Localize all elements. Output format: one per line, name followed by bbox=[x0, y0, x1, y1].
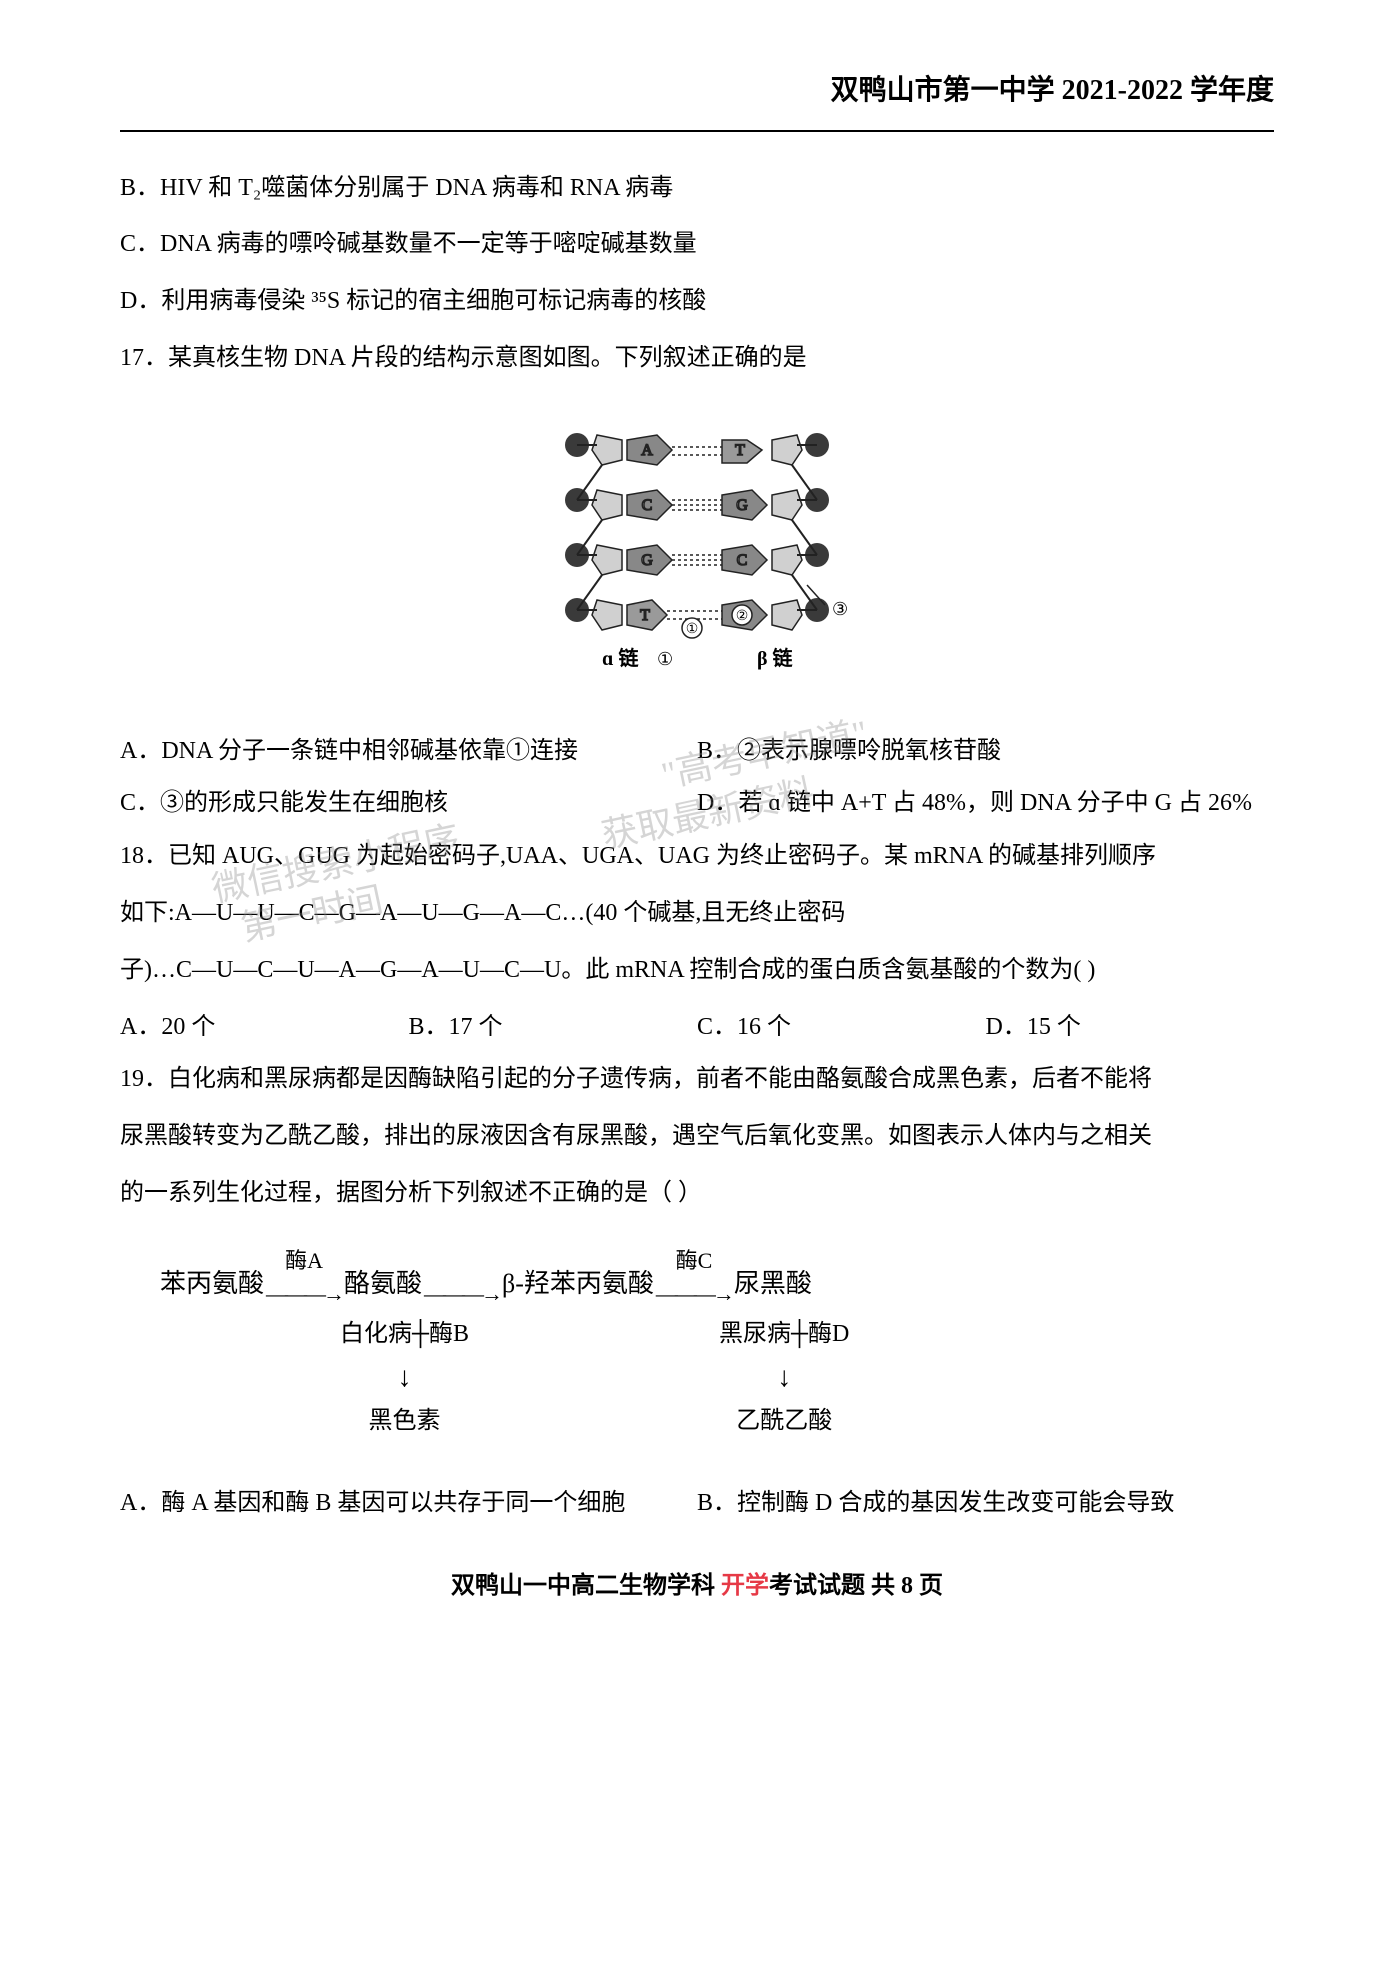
arrow-icon: ———→ bbox=[656, 1270, 732, 1318]
q18-options: A．20 个 B．17 个 C．16 个 D．15 个 bbox=[120, 1001, 1274, 1054]
enzB-label: 酶B bbox=[429, 1321, 469, 1347]
page-header: 双鸭山市第一中学 2021-2022 学年度 bbox=[120, 60, 1274, 122]
q17-dna-figure: A T C G G C T A bbox=[120, 405, 1274, 705]
base-C: C bbox=[642, 497, 653, 514]
q19-pathway-figure: 苯丙氨酸 酶A ———→ 酪氨酸 ———→ β-羟苯丙氨酸 酶C ———→ 尿黑… bbox=[160, 1250, 1274, 1448]
melanin-label: 黑色素 bbox=[369, 1395, 441, 1448]
q17-opt-d: D．若 ɑ 链中 A+T 占 48%，则 DNA 分子中 G 占 26% bbox=[697, 777, 1274, 830]
q17-opt-c: C．③的形成只能发生在细胞核 bbox=[120, 777, 697, 830]
q17-opt-b: B．②表示腺嘌呤脱氧核苷酸 bbox=[697, 725, 1274, 778]
base-T: T bbox=[735, 442, 745, 459]
prev-option-b: B．HIV 和 T₂噬菌体分别属于 DNA 病毒和 RNA 病毒 bbox=[120, 162, 1274, 215]
q17-opt-a: A．DNA 分子一条链中相邻碱基依靠①连接 bbox=[120, 725, 697, 778]
alpha-chain-label: ɑ 链 bbox=[602, 646, 639, 670]
base-C2: C bbox=[737, 552, 748, 569]
base-G: G bbox=[736, 497, 748, 514]
header-title: 双鸭山市第一中学 2021-2022 学年度 bbox=[831, 75, 1274, 106]
down-arrow-icon: ↓ bbox=[398, 1361, 412, 1395]
q18-stem1: 18．已知 AUG、GUG 为起始密码子,UAA、UGA、UAG 为终止密码子。… bbox=[120, 830, 1274, 883]
q18-opt-a: A．20 个 bbox=[120, 1001, 409, 1054]
mark1-bottom: ① bbox=[657, 649, 673, 669]
down-arrow-icon: ↓ bbox=[777, 1361, 791, 1395]
footer-right: 考试试题 共 8 页 bbox=[769, 1573, 943, 1599]
arrow-icon: ———→ bbox=[424, 1270, 500, 1318]
arrow-plain1: ———→ bbox=[424, 1250, 500, 1318]
branch-left: 白化病┼酶B ↓ 黑色素 bbox=[340, 1308, 469, 1447]
q19-opt-b: B．控制酶 D 合成的基因发生改变可能会导致 bbox=[697, 1477, 1274, 1530]
q19-options: A．酶 A 基因和酶 B 基因可以共存于同一个细胞 B．控制酶 D 合成的基因发… bbox=[120, 1477, 1274, 1530]
base-A: A bbox=[641, 442, 653, 459]
q19-opt-a: A．酶 A 基因和酶 B 基因可以共存于同一个细胞 bbox=[120, 1477, 697, 1530]
node-beta: β-羟苯丙氨酸 bbox=[502, 1255, 654, 1312]
alkapton-enzD: 黑尿病┼酶D bbox=[719, 1308, 849, 1361]
q17-stem: 17．某真核生物 DNA 片段的结构示意图如图。下列叙述正确的是 bbox=[120, 332, 1274, 385]
pathway-branches: 白化病┼酶B ↓ 黑色素 黑尿病┼酶D ↓ 乙酰乙酸 bbox=[160, 1308, 1274, 1447]
watermark-region: "高考早知道" 获取最新资料 微信搜索小程序 第一时间 A．DNA 分子一条链中… bbox=[120, 725, 1274, 997]
beta-chain-label: β 链 bbox=[757, 646, 794, 670]
mark-1: ① bbox=[686, 622, 699, 637]
acetoacetate-label: 乙酰乙酸 bbox=[736, 1395, 832, 1448]
enzC-label: 酶C bbox=[676, 1250, 713, 1272]
arrow-icon: ———→ bbox=[266, 1270, 342, 1318]
footer-red: 开学 bbox=[721, 1573, 769, 1599]
header-divider bbox=[120, 130, 1274, 132]
dna-diagram-svg: A T C G G C T A bbox=[547, 405, 847, 685]
prev-option-d: D．利用病毒侵染 ³⁵S 标记的宿主细胞可标记病毒的核酸 bbox=[120, 275, 1274, 328]
enzA-label: 酶A bbox=[285, 1250, 323, 1272]
q19-stem3: 的一系列生化过程，据图分析下列叙述不正确的是（ ） bbox=[120, 1167, 1274, 1220]
page-footer: 双鸭山一中高二生物学科 开学考试试题 共 8 页 bbox=[120, 1560, 1274, 1613]
q19-stem2: 尿黑酸转变为乙酰乙酸，排出的尿液因含有尿黑酸，遇空气后氧化变黑。如图表示人体内与… bbox=[120, 1110, 1274, 1163]
arrow-enzC: 酶C ———→ bbox=[656, 1250, 732, 1318]
q17-options: A．DNA 分子一条链中相邻碱基依靠①连接 B．②表示腺嘌呤脱氧核苷酸 C．③的… bbox=[120, 725, 1274, 831]
arrow-enzA: 酶A ———→ bbox=[266, 1250, 342, 1318]
node-phe: 苯丙氨酸 bbox=[160, 1255, 264, 1312]
node-homogentisate: 尿黑酸 bbox=[734, 1255, 812, 1312]
mark-3: ③ bbox=[832, 599, 847, 619]
q18-opt-c: C．16 个 bbox=[697, 1001, 986, 1054]
mark-2: ② bbox=[736, 609, 749, 624]
albinism-label: 白化病 bbox=[340, 1321, 412, 1347]
base-G2: G bbox=[641, 552, 653, 569]
branch-right: 黑尿病┼酶D ↓ 乙酰乙酸 bbox=[719, 1308, 849, 1447]
q18-stem3: 子)…C—U—C—U—A—G—A—U—C—U。此 mRNA 控制合成的蛋白质含氨… bbox=[120, 944, 1274, 997]
q18-stem2: 如下:A—U—U—C—G—A—U—G—A—C…(40 个碱基,且无终止密码 bbox=[120, 887, 1274, 940]
q19-stem1: 19．白化病和黑尿病都是因酶缺陷引起的分子遗传病，前者不能由酪氨酸合成黑色素，后… bbox=[120, 1053, 1274, 1106]
q18-opt-d: D．15 个 bbox=[986, 1001, 1275, 1054]
base-T2: T bbox=[640, 607, 650, 624]
q18-opt-b: B．17 个 bbox=[409, 1001, 698, 1054]
node-tyr: 酪氨酸 bbox=[344, 1255, 422, 1312]
footer-left: 双鸭山一中高二生物学科 bbox=[451, 1573, 721, 1599]
alkapton-label: 黑尿病 bbox=[719, 1321, 791, 1347]
prev-option-c: C．DNA 病毒的嘌呤碱基数量不一定等于嘧啶碱基数量 bbox=[120, 218, 1274, 271]
enzD-label: 酶D bbox=[808, 1321, 849, 1347]
blank-label bbox=[459, 1250, 465, 1272]
